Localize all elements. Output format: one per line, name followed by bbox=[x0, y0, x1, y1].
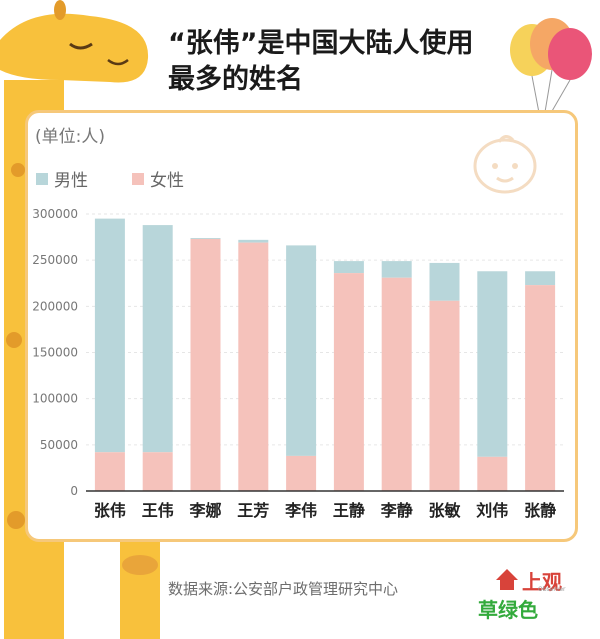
legend-female-label: 女性 bbox=[150, 171, 184, 191]
x-tick-label: 王芳 bbox=[237, 501, 269, 520]
bar-female bbox=[477, 456, 508, 491]
x-tick-label: 张静 bbox=[524, 501, 556, 520]
bar-male bbox=[190, 238, 221, 239]
legend-male: 男性 bbox=[36, 166, 88, 191]
bar-male bbox=[333, 261, 364, 274]
bar-female bbox=[333, 273, 364, 491]
y-tick-label: 250000 bbox=[32, 253, 78, 267]
y-tick-label: 0 bbox=[70, 484, 78, 498]
legend-female: 女性 bbox=[132, 166, 184, 191]
title-line-2: 最多的姓名 bbox=[168, 64, 303, 95]
x-tick-label: 张敏 bbox=[428, 501, 461, 520]
legend-male-swatch bbox=[36, 172, 48, 185]
giraffe-spot bbox=[7, 511, 25, 529]
giraffe-spot bbox=[11, 163, 25, 177]
x-tick-label: 李娜 bbox=[188, 501, 221, 520]
chart-title: “张伟”是中国大陆人使用 最多的姓名 bbox=[168, 26, 508, 98]
unit-label: (单位:人) bbox=[35, 127, 105, 147]
bar-female bbox=[142, 452, 173, 491]
bar-male bbox=[429, 262, 460, 301]
legend-female-swatch bbox=[132, 172, 144, 185]
giraffe-spot bbox=[6, 332, 22, 348]
bar-female bbox=[381, 277, 412, 491]
x-tick-label: 李静 bbox=[380, 501, 413, 520]
giraffe-hoof bbox=[122, 555, 158, 575]
bar-female bbox=[286, 455, 317, 491]
title-line-1: “张伟”是中国大陆人使用 bbox=[168, 28, 474, 59]
bar-female bbox=[94, 452, 125, 491]
y-tick-label: 150000 bbox=[32, 346, 78, 360]
bar-male bbox=[477, 271, 508, 457]
x-tick-label: 王静 bbox=[333, 501, 365, 520]
logo-icon bbox=[496, 569, 518, 590]
y-tick-label: 100000 bbox=[32, 392, 78, 406]
legend-male-label: 男性 bbox=[54, 171, 88, 191]
bar-female bbox=[238, 242, 269, 491]
x-tick-label: 张伟 bbox=[94, 501, 126, 520]
logo-sub: Observer bbox=[538, 586, 566, 593]
balloon-pink bbox=[548, 28, 592, 80]
bar-female bbox=[525, 285, 556, 491]
source-note: 数据来源:公安部户政管理研究中心 bbox=[168, 580, 399, 598]
bar-male bbox=[381, 261, 412, 278]
bar-male bbox=[525, 271, 556, 286]
bar-male bbox=[142, 225, 173, 453]
giraffe-horn bbox=[54, 0, 66, 20]
bar-female bbox=[429, 300, 460, 491]
bar-male bbox=[94, 218, 125, 453]
giraffe-smile bbox=[107, 58, 129, 66]
giraffe-eye bbox=[69, 42, 93, 50]
bar-female bbox=[190, 238, 221, 491]
y-tick-label: 300000 bbox=[32, 207, 78, 221]
y-tick-label: 50000 bbox=[40, 438, 78, 452]
baby-face-icon bbox=[473, 135, 537, 194]
bar-male bbox=[286, 245, 317, 456]
y-tick-label: 200000 bbox=[32, 299, 78, 313]
x-tick-label: 李伟 bbox=[284, 501, 317, 520]
x-tick-label: 刘伟 bbox=[476, 501, 508, 520]
logo-text: 上观 bbox=[522, 570, 562, 594]
x-tick-label: 王伟 bbox=[142, 501, 174, 520]
bar-male bbox=[238, 239, 269, 243]
balloons-illustration bbox=[510, 18, 592, 119]
brand-text: 草绿色 bbox=[478, 598, 538, 622]
